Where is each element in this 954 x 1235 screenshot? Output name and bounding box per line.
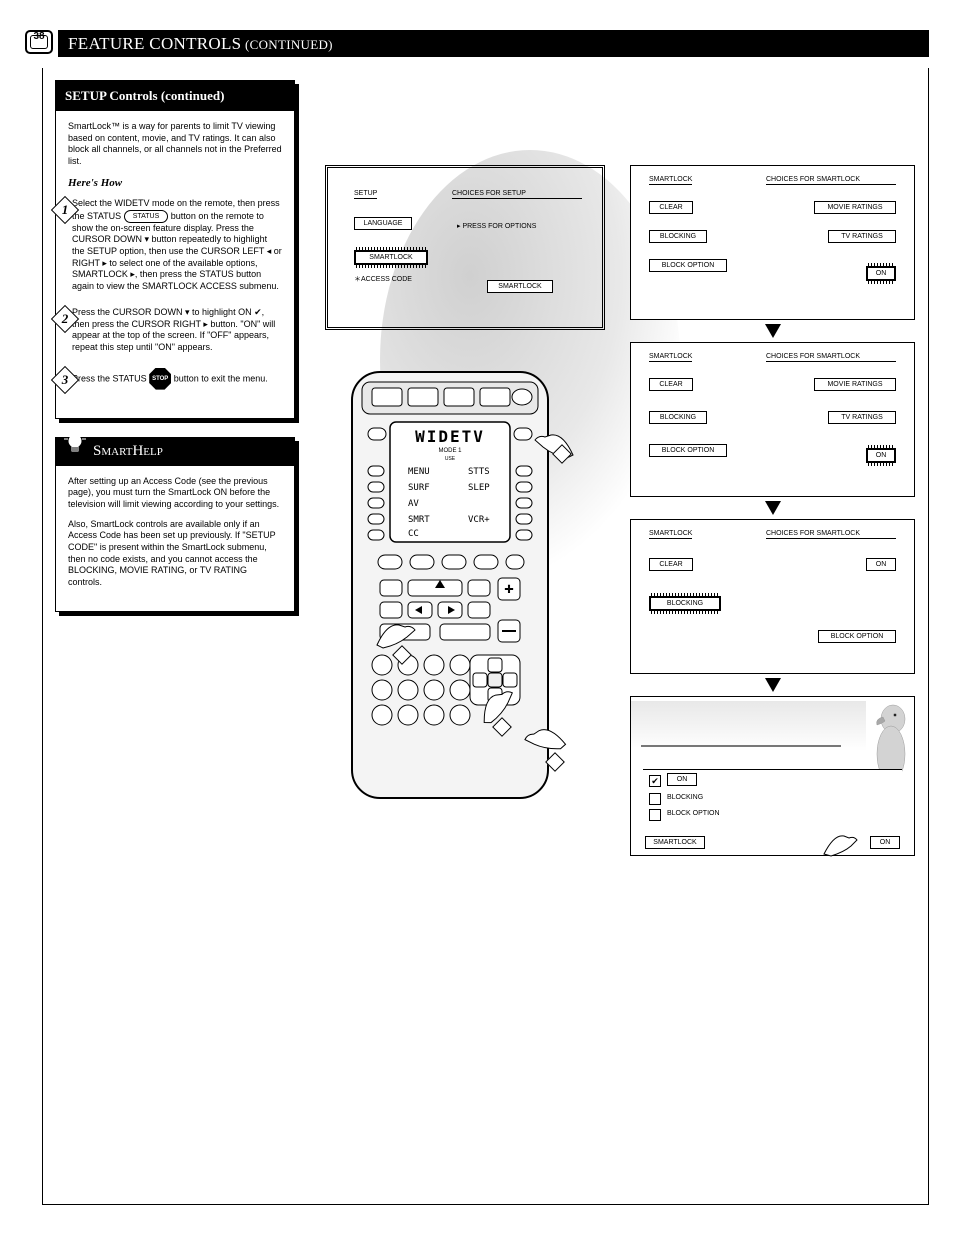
panel-2: SMARTLOCK CHOICES FOR SMARTLOCK CLEAR BL…	[630, 342, 915, 497]
p1-clear: CLEAR	[649, 201, 693, 214]
panel-1: SMARTLOCK CHOICES FOR SMARTLOCK CLEAR BL…	[630, 165, 915, 320]
thumb-press: ▸ PRESS FOR OPTIONS	[457, 222, 536, 230]
p2-blocking: BLOCKING	[649, 411, 707, 424]
p4-sl: SMARTLOCK	[645, 836, 705, 849]
thumb-language: LANGUAGE	[354, 217, 412, 230]
tip-p1: After setting up an Access Code (see the…	[68, 476, 282, 511]
sidebar-header-text: SETUP Controls (continued)	[65, 88, 285, 104]
svg-text:STTS: STTS	[468, 467, 490, 477]
svg-text:MENU: MENU	[408, 467, 430, 477]
sidebar-header: SETUP Controls (continued)	[55, 80, 295, 110]
p2-blockopt: BLOCK OPTION	[649, 444, 727, 457]
p3-blocking: BLOCKING	[649, 596, 721, 611]
p4-blockopt: BLOCK OPTION	[667, 810, 720, 817]
hand-icon	[819, 824, 864, 859]
step-3: 3 Press the STATUS STOP button to exit t…	[68, 368, 282, 390]
step2-text: Press the CURSOR DOWN ▾ to highlight ON …	[72, 307, 282, 354]
tip-body: After setting up an Access Code (see the…	[55, 465, 295, 612]
step1-text-b: button on the remote to show the on-scre…	[72, 211, 282, 292]
page-number: 38	[29, 31, 49, 42]
panels-column: SMARTLOCK CHOICES FOR SMARTLOCK CLEAR BL…	[630, 165, 915, 856]
main-menu-thumb: SETUP CHOICES FOR SETUP LANGUAGE SMARTLO…	[325, 165, 605, 330]
p3-onbox: ON	[866, 558, 896, 571]
p4-on: ON	[667, 773, 697, 786]
thumb-access: ＊ACCESS CODE	[354, 274, 412, 284]
p4-box3	[649, 809, 661, 821]
svg-text:USE: USE	[445, 456, 456, 462]
thumb-smartlock: SMARTLOCK	[354, 250, 428, 265]
p2-on: ON	[866, 448, 896, 463]
lightbulb-icon	[63, 429, 87, 459]
p3-clear: CLEAR	[649, 558, 693, 571]
p3-blockopt: BLOCK OPTION	[818, 630, 896, 643]
p2-hdr-r: CHOICES FOR SMARTLOCK	[766, 353, 896, 362]
svg-text:MODE 1: MODE 1	[438, 448, 462, 454]
tip-header-text: SmartHelp	[93, 443, 163, 459]
tip-box: SmartHelp After setting up an Access Cod…	[55, 437, 295, 612]
arrow-down-icon	[765, 501, 781, 515]
step3-text-a: Press the STATUS	[72, 373, 149, 383]
svg-text:AV: AV	[408, 499, 419, 509]
hereshow: Here's How	[68, 176, 282, 190]
p1-hdr-l: SMARTLOCK	[649, 176, 692, 185]
p4-on2: ON	[870, 836, 900, 849]
thumb-smartlock2: SMARTLOCK	[487, 280, 553, 293]
arrow-down-icon	[765, 324, 781, 338]
p1-on: ON	[866, 266, 896, 281]
svg-text:SURF: SURF	[408, 483, 430, 493]
p4-check: ✔	[649, 775, 661, 787]
p2-tv: TV RATINGS	[828, 411, 896, 424]
sidebar: SETUP Controls (continued) SmartLock™ is…	[55, 80, 295, 612]
p2-movie: MOVIE RATINGS	[814, 378, 896, 391]
arrow-down-icon	[765, 678, 781, 692]
svg-text:SMRT: SMRT	[408, 515, 430, 525]
status-button-glyph: STATUS	[124, 210, 169, 223]
p2-clear: CLEAR	[649, 378, 693, 391]
p2-hdr-l: SMARTLOCK	[649, 353, 692, 362]
svg-text:+: +	[505, 581, 514, 598]
tip-p2: Also, SmartLock controls are available o…	[68, 519, 282, 589]
thumb-title-r: CHOICES FOR SETUP	[452, 190, 582, 199]
svg-text:CC: CC	[408, 529, 419, 539]
panel-4: ✔ ON BLOCKING BLOCK OPTION SMARTLOCK ON	[630, 696, 915, 856]
p4-blocking: BLOCKING	[667, 794, 703, 801]
panel-3: SMARTLOCK CHOICES FOR SMARTLOCK CLEAR BL…	[630, 519, 915, 674]
title-bar: FEATURE CONTROLS (CONTINUED)	[58, 30, 929, 57]
svg-text:VCR+: VCR+	[468, 515, 490, 525]
lcd-title: WIDETV	[415, 427, 485, 446]
p1-hdr-r: CHOICES FOR SMARTLOCK	[766, 176, 896, 185]
step-1: 1 Select the WIDETV mode on the remote, …	[68, 198, 282, 293]
title-text: FEATURE CONTROLS (CONTINUED)	[68, 34, 333, 54]
thumb-title-l: SETUP	[354, 190, 377, 199]
step3-text-b: button to exit the menu.	[174, 373, 268, 383]
sidebar-body: SmartLock™ is a way for parents to limit…	[55, 110, 295, 419]
stop-icon: STOP	[149, 368, 171, 390]
intro-text: SmartLock™ is a way for parents to limit…	[68, 121, 282, 168]
step-2: 2 Press the CURSOR DOWN ▾ to highlight O…	[68, 307, 282, 354]
p1-tv: TV RATINGS	[828, 230, 896, 243]
p4-box2	[649, 793, 661, 805]
hand-icon	[375, 615, 420, 650]
p1-movie: MOVIE RATINGS	[814, 201, 896, 214]
p3-hdr-r: CHOICES FOR SMARTLOCK	[766, 530, 896, 539]
tip-header: SmartHelp	[55, 437, 295, 465]
p1-blockopt: BLOCK OPTION	[649, 259, 727, 272]
p3-hdr-l: SMARTLOCK	[649, 530, 692, 539]
p1-blocking: BLOCKING	[649, 230, 707, 243]
svg-text:SLEP: SLEP	[468, 483, 490, 493]
